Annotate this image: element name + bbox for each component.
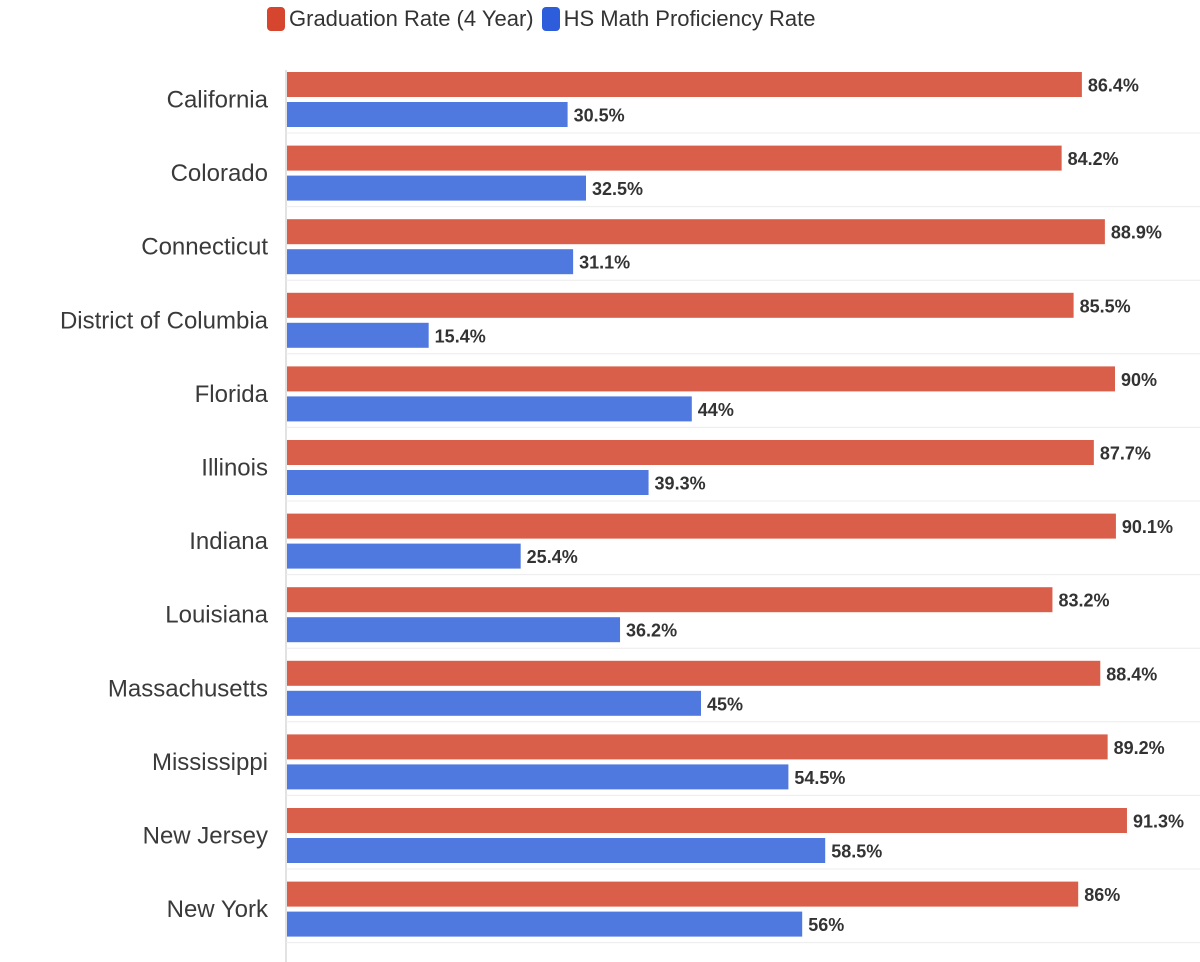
bar-math-proficiency[interactable] xyxy=(287,102,568,127)
bar-graduation-rate[interactable] xyxy=(287,808,1127,833)
data-label: 36.2% xyxy=(626,621,677,641)
bar-math-proficiency[interactable] xyxy=(287,764,789,790)
bar-graduation-rate[interactable] xyxy=(287,219,1105,245)
category-label: Illinois xyxy=(201,455,268,482)
category-label: Colorado xyxy=(171,160,268,187)
bar-graduation-rate[interactable] xyxy=(287,145,1062,171)
bar-math-proficiency[interactable] xyxy=(287,911,803,937)
data-label: 90% xyxy=(1121,370,1157,390)
category-label: District of Columbia xyxy=(60,307,269,334)
legend-item-math[interactable]: HS Math Proficiency Rate xyxy=(541,6,816,32)
data-label: 15.4% xyxy=(435,326,486,346)
bar-graduation-rate[interactable] xyxy=(287,734,1108,760)
category-group: Massachusetts 88.4% 45% xyxy=(108,660,1200,723)
category-group: Colorado 84.2% 32.5% xyxy=(171,145,1200,208)
bar-math-proficiency[interactable] xyxy=(287,470,649,495)
category-label: Louisiana xyxy=(165,602,268,629)
category-label: Mississippi xyxy=(152,749,268,776)
bar-math-proficiency[interactable] xyxy=(287,396,692,422)
legend-swatch-graduation xyxy=(267,7,285,31)
data-label: 85.5% xyxy=(1080,296,1131,316)
data-label: 30.5% xyxy=(574,106,625,126)
data-label: 89.2% xyxy=(1114,738,1165,758)
data-label: 83.2% xyxy=(1058,591,1109,611)
legend-label-graduation: Graduation Rate (4 Year) xyxy=(289,6,534,31)
data-label: 84.2% xyxy=(1068,149,1119,169)
category-group: New York 86% 56% xyxy=(167,881,1200,944)
bar-math-proficiency[interactable] xyxy=(287,175,586,201)
bar-math-proficiency[interactable] xyxy=(287,543,521,569)
legend: Graduation Rate (4 Year) HS Math Profici… xyxy=(267,6,815,32)
bar-graduation-rate[interactable] xyxy=(287,72,1082,97)
category-group: Illinois 87.7% 39.3% xyxy=(201,440,1200,502)
data-label: 39.3% xyxy=(655,474,706,494)
bar-graduation-rate[interactable] xyxy=(287,292,1074,318)
bar-graduation-rate[interactable] xyxy=(287,440,1094,465)
category-label: New Jersey xyxy=(143,823,268,850)
bar-math-proficiency[interactable] xyxy=(287,617,621,643)
bar-graduation-rate[interactable] xyxy=(287,881,1079,907)
legend-swatch-math xyxy=(541,7,560,31)
legend-label-math: HS Math Proficiency Rate xyxy=(563,6,816,31)
data-label: 31.1% xyxy=(579,253,630,273)
bar-math-proficiency[interactable] xyxy=(287,838,826,863)
data-label: 56% xyxy=(808,915,844,935)
category-label: New York xyxy=(167,896,269,923)
legend-item-graduation[interactable]: Graduation Rate (4 Year) xyxy=(267,6,534,32)
data-label: 86% xyxy=(1084,885,1120,905)
bar-math-proficiency[interactable] xyxy=(287,690,701,716)
bar-graduation-rate[interactable] xyxy=(287,660,1101,686)
data-label: 44% xyxy=(698,400,734,420)
data-label: 88.9% xyxy=(1111,223,1162,243)
category-label: Indiana xyxy=(189,528,268,555)
data-label: 87.7% xyxy=(1100,444,1151,464)
category-group: Connecticut 88.9% 31.1% xyxy=(141,219,1200,281)
category-group: Louisiana 83.2% 36.2% xyxy=(165,587,1200,649)
category-group: California 86.4% 30.5% xyxy=(167,72,1200,134)
data-label: 32.5% xyxy=(592,179,643,199)
bar-graduation-rate[interactable] xyxy=(287,587,1053,613)
bar-math-proficiency[interactable] xyxy=(287,322,429,348)
category-label: California xyxy=(167,87,269,114)
category-group: Indiana 90.1% 25.4% xyxy=(189,513,1200,576)
category-group: Florida 90% 44% xyxy=(195,366,1200,428)
data-label: 91.3% xyxy=(1133,812,1184,832)
data-label: 58.5% xyxy=(831,842,882,862)
bar-graduation-rate[interactable] xyxy=(287,513,1116,539)
category-group: District of Columbia 85.5% 15.4% xyxy=(60,292,1200,355)
data-label: 45% xyxy=(707,694,743,714)
data-label: 54.5% xyxy=(794,768,845,788)
bar-graduation-rate[interactable] xyxy=(287,366,1115,392)
data-label: 88.4% xyxy=(1106,664,1157,684)
category-label: Florida xyxy=(195,381,269,408)
data-label: 25.4% xyxy=(527,547,578,567)
category-group: Mississippi 89.2% 54.5% xyxy=(152,734,1200,796)
bar-math-proficiency[interactable] xyxy=(287,249,574,275)
category-label: Massachusetts xyxy=(108,675,268,702)
category-label: Connecticut xyxy=(141,234,268,261)
data-label: 90.1% xyxy=(1122,517,1173,537)
category-group: New Jersey 91.3% 58.5% xyxy=(143,808,1200,870)
data-label: 86.4% xyxy=(1088,76,1139,96)
